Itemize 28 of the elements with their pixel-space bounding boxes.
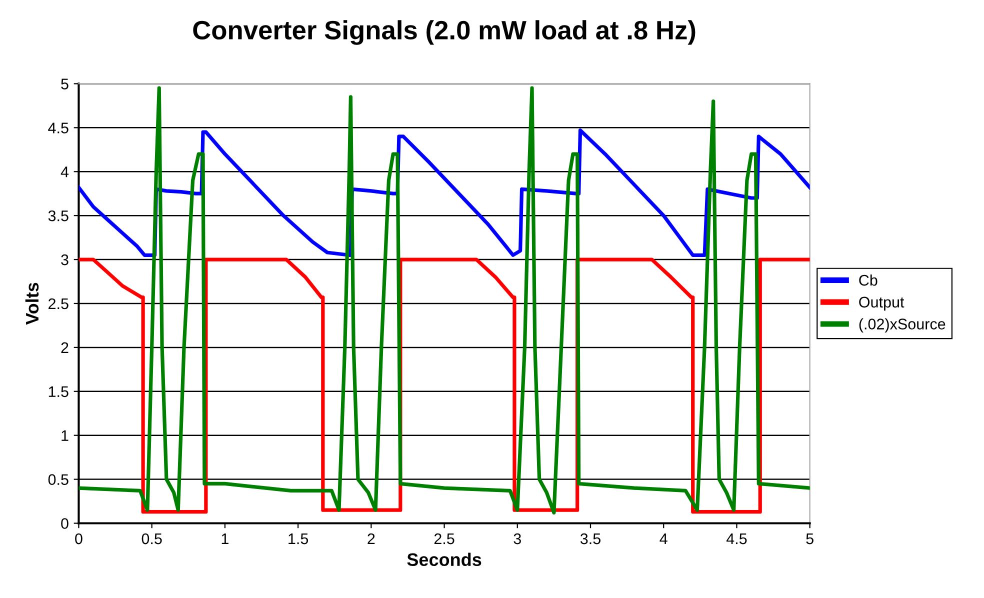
y-tick-label: 4 bbox=[60, 166, 69, 178]
x-tick-label: 2.5 bbox=[434, 533, 454, 544]
legend-label: Output bbox=[859, 296, 904, 311]
y-tick-label: 4.5 bbox=[48, 122, 68, 134]
x-tick-label: 0 bbox=[75, 533, 82, 544]
x-tick-label: 2 bbox=[368, 533, 375, 544]
y-tick-label: 3.5 bbox=[48, 210, 68, 222]
y-tick-label: 3 bbox=[61, 254, 68, 266]
x-tick-label: 3 bbox=[514, 533, 521, 544]
legend-label: (.02)xSource bbox=[859, 318, 946, 332]
x-tick-label: 4 bbox=[660, 534, 668, 544]
y-tick-label: 1 bbox=[62, 430, 68, 441]
y-tick-label: 5 bbox=[61, 78, 68, 90]
y-tick-label: 2.5 bbox=[48, 298, 68, 310]
x-tick-label: 3.5 bbox=[580, 533, 600, 544]
x-tick-label: 4.5 bbox=[726, 534, 747, 544]
y-tick-label: 1.5 bbox=[48, 386, 68, 398]
y-axis-title: Volts bbox=[25, 282, 39, 325]
legend-label: Cb bbox=[859, 274, 878, 286]
x-tick-label: 1.5 bbox=[288, 534, 308, 544]
x-tick-label: 5 bbox=[806, 534, 814, 544]
chart-title: Converter Signals (2.0 mW load at .8 Hz) bbox=[193, 20, 696, 45]
x-tick-label: 1 bbox=[222, 534, 228, 544]
x-axis-title: Seconds bbox=[407, 552, 482, 566]
y-tick-label: 2 bbox=[61, 342, 68, 353]
y-tick-label: 0 bbox=[61, 518, 68, 529]
x-tick-label: 0.5 bbox=[142, 533, 162, 544]
y-tick-label: 0.5 bbox=[48, 474, 68, 485]
